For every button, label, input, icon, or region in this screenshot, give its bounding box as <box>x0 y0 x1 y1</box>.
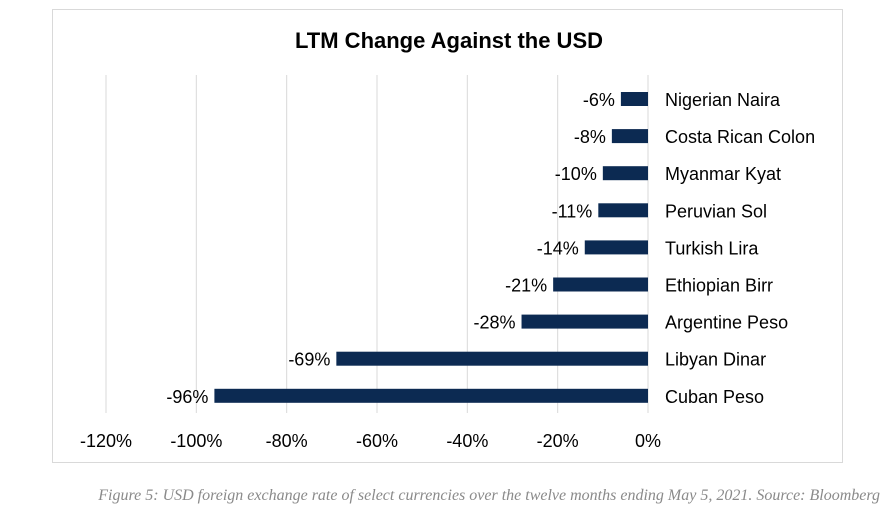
category-label: Ethiopian Birr <box>665 276 773 296</box>
bar <box>602 166 648 181</box>
category-label: Cuban Peso <box>665 387 764 407</box>
x-tick-label: -120% <box>80 431 132 451</box>
category-label: Costa Rican Colon <box>665 127 815 147</box>
data-label: -11% <box>552 201 593 221</box>
x-tick-label: -80% <box>266 431 308 451</box>
data-label: -8% <box>574 127 606 147</box>
data-label: -14% <box>537 238 579 258</box>
data-label: -10% <box>555 164 597 184</box>
x-tick-label: -60% <box>356 431 398 451</box>
x-tick-label: -40% <box>446 431 488 451</box>
bar <box>620 92 648 106</box>
category-label: Myanmar Kyat <box>665 164 781 184</box>
bars <box>214 92 648 403</box>
data-label: -28% <box>474 313 516 333</box>
x-axis-ticks: -120% -100% -80% -60% -40% -20% 0% <box>80 431 661 451</box>
category-label: Nigerian Naira <box>665 90 781 110</box>
category-label: Turkish Lira <box>665 238 759 258</box>
bar <box>598 203 648 218</box>
bar <box>214 388 648 403</box>
category-label: Argentine Peso <box>665 313 788 333</box>
category-labels: Nigerian Naira Costa Rican Colon Myanmar K… <box>665 90 815 407</box>
data-label: -69% <box>288 350 330 370</box>
bar <box>553 277 648 292</box>
x-tick-label: -20% <box>537 431 579 451</box>
category-label: Libyan Dinar <box>665 350 766 370</box>
x-tick-label: -100% <box>170 431 222 451</box>
chart-frame: LTM Change Against the USD -6% -8% -10% -11… <box>52 9 843 463</box>
chart: LTM Change Against the USD -6% -8% -10% -11… <box>80 28 815 451</box>
data-label: -6% <box>583 90 615 110</box>
x-tick-label: 0% <box>635 431 661 451</box>
bar <box>336 351 648 366</box>
bar <box>521 314 648 329</box>
bar <box>584 240 648 255</box>
data-labels: -6% -8% -10% -11% -14% -21% -28% -69% -96% <box>166 90 615 407</box>
data-label: -96% <box>166 387 208 407</box>
figure-caption: Figure 5: USD foreign exchange rate of s… <box>98 487 880 504</box>
category-label: Peruvian Sol <box>665 201 767 221</box>
bar <box>611 129 648 144</box>
chart-title: LTM Change Against the USD <box>295 28 603 53</box>
data-label: -21% <box>505 276 547 296</box>
